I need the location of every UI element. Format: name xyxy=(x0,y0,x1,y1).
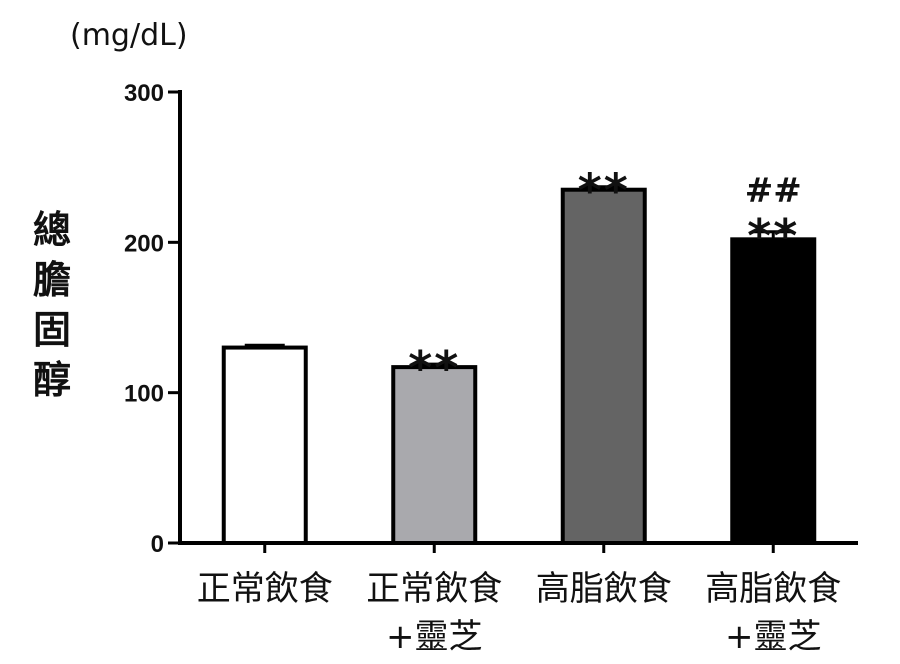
significance-label-3-0: ** xyxy=(747,209,799,263)
significance-label-1-0: ** xyxy=(408,341,460,395)
category-label-1-1: +靈芝 xyxy=(386,617,483,657)
category-label-2-0: 高脂飲食 xyxy=(536,569,672,609)
bar-2 xyxy=(560,187,647,545)
y-tick-label-0: 0 xyxy=(151,531,164,558)
y-tick-label-3: 300 xyxy=(124,80,164,107)
significance-label-2-0: ** xyxy=(578,164,630,218)
bar-0 xyxy=(221,345,308,546)
y-axis-label: 總膽固醇 xyxy=(32,208,71,402)
bar-3 xyxy=(730,237,817,545)
category-label-1-0: 正常飲食 xyxy=(366,569,502,609)
bar-1 xyxy=(391,365,478,545)
bars-layer xyxy=(221,187,817,546)
error-bars-layer xyxy=(244,185,794,368)
y-tick-label-1: 100 xyxy=(124,381,164,408)
category-label-0-0: 正常飲食 xyxy=(197,569,333,609)
category-label-3-0: 高脂飲食 xyxy=(705,569,841,609)
y-tick-label-2: 200 xyxy=(124,230,164,257)
axes-layer xyxy=(168,90,858,553)
category-label-3-1: +靈芝 xyxy=(725,617,822,657)
unit-label: (mg/dL) xyxy=(70,18,188,53)
significance-label-3-1: ## xyxy=(745,171,802,211)
